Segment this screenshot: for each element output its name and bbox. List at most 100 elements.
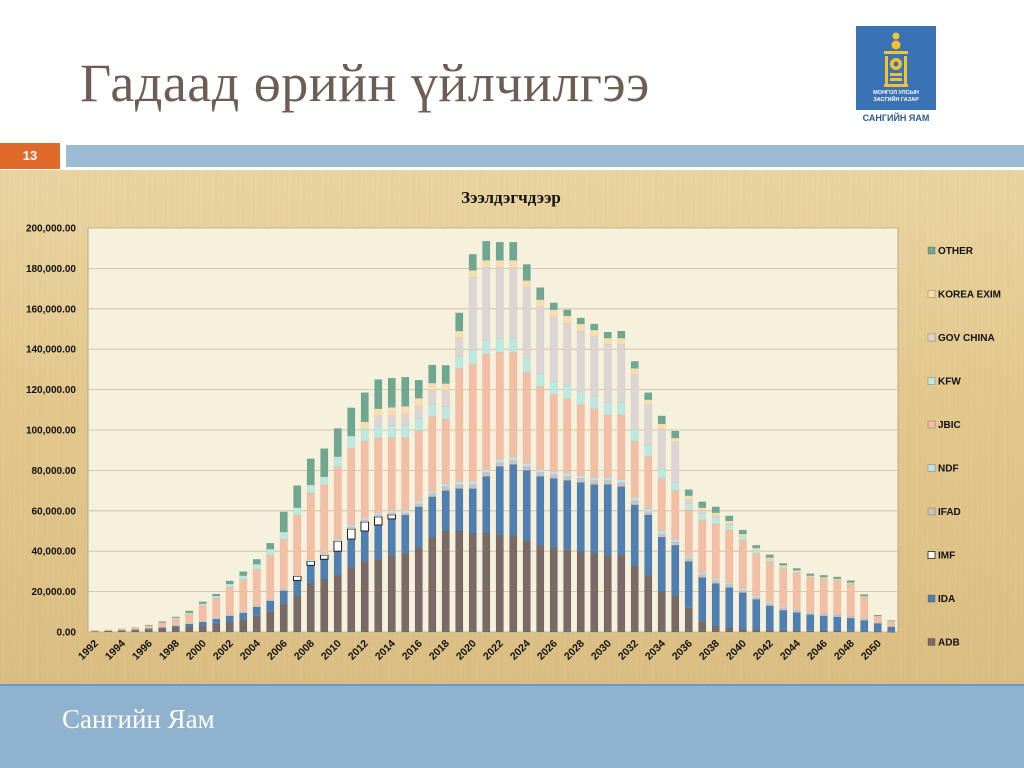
bar-segment-jbic — [482, 354, 491, 470]
bar-segment-adb — [536, 544, 545, 633]
bar-segment-other — [563, 309, 572, 317]
bar-segment-korea-exim — [590, 329, 599, 337]
bar-segment-other — [374, 379, 383, 409]
bar-segment-ndf — [333, 539, 342, 542]
bar-segment-ndf — [644, 508, 653, 513]
bar-segment-jbic — [306, 492, 315, 560]
legend-swatch-other — [927, 246, 936, 255]
bar-segment-ifad — [819, 613, 828, 617]
bar-segment-ndf — [414, 501, 423, 504]
bar-segment-gov-china — [644, 404, 653, 446]
y-tick-label: 120,000.00 — [26, 385, 76, 396]
bar-segment-adb — [509, 534, 518, 633]
footer-divider — [0, 684, 1024, 686]
bar-segment-other — [644, 392, 653, 400]
bar-segment-jbic — [239, 579, 248, 613]
bar-segment-ifad — [401, 512, 410, 516]
x-tick-label: 2028 — [562, 638, 587, 663]
bar-segment-gov-china — [482, 267, 491, 341]
bar-segment-ida — [131, 629, 140, 631]
bar-segment-ida — [212, 618, 221, 625]
bar-segment-adb — [428, 536, 437, 633]
bar-segment-gov-china — [563, 322, 572, 386]
y-tick-label: 0.00 — [57, 628, 77, 639]
bar-segment-ifad — [522, 466, 531, 471]
logo-text-line1: МОНГОЛ УЛСЫН — [873, 90, 919, 96]
bar-segment-jbic — [711, 523, 720, 579]
bar-segment-other — [158, 621, 167, 623]
bar-segment-ida — [239, 612, 248, 621]
bar-segment-other — [630, 361, 639, 369]
bar-segment-gov-china — [576, 330, 585, 392]
legend-label: IDA — [938, 594, 955, 605]
bar-segment-ndf — [347, 524, 356, 528]
bar-segment-adb — [374, 559, 383, 633]
legend-label: JBIC — [938, 420, 961, 431]
bar-segment-ndf — [576, 475, 585, 479]
bar-segment-ifad — [657, 533, 666, 538]
bar-segment-ida — [171, 625, 180, 629]
bar-segment-korea-exim — [671, 437, 680, 443]
bar-segment-jbic — [765, 561, 774, 603]
bar-segment-other — [725, 515, 734, 522]
bar-segment-ida — [374, 524, 383, 560]
bar-segment-ndf — [482, 469, 491, 473]
bar-segment-adb — [320, 579, 329, 633]
bar-segment-jbic — [590, 408, 599, 478]
bar-segment-ida — [671, 544, 680, 596]
bar-segment-jbic — [293, 514, 302, 576]
bar-segment-other — [482, 240, 491, 261]
y-tick-label: 200,000.00 — [26, 224, 76, 235]
bar-segment-imf — [306, 560, 316, 566]
bar-segment-jbic — [819, 578, 828, 614]
bar-segment-korea-exim — [846, 582, 855, 584]
y-tick-label: 80,000.00 — [32, 466, 77, 477]
bar-segment-kfw — [414, 418, 423, 431]
bar-segment-ida — [887, 626, 896, 633]
bar-segment-jbic — [198, 604, 207, 622]
bar-segment-other — [509, 241, 518, 261]
bar-segment-adb — [603, 555, 612, 633]
bar-segment-ifad — [603, 480, 612, 485]
bar-segment-ndf — [522, 463, 531, 467]
bar-segment-kfw — [320, 476, 329, 486]
bar-segment-ida — [819, 615, 828, 632]
bar-segment-korea-exim — [779, 565, 788, 568]
bar-segment-ifad — [752, 597, 761, 600]
footer-bar — [0, 684, 1024, 768]
bar-segment-ifad — [644, 511, 653, 516]
x-tick-label: 2038 — [697, 638, 722, 663]
bar-segment-korea-exim — [792, 570, 801, 573]
bar-segment-kfw — [590, 396, 599, 409]
bar-segment-other — [603, 331, 612, 339]
bar-segment-other — [765, 554, 774, 558]
bar-segment-other — [819, 575, 828, 578]
bar-segment-other — [887, 620, 896, 622]
bar-segment-korea-exim — [644, 399, 653, 405]
bar-segment-adb — [225, 621, 234, 633]
x-tick-label: 1994 — [103, 638, 128, 663]
bar-segment-adb — [725, 627, 734, 633]
soyombo-emblem-icon — [856, 26, 936, 110]
bar-segment-korea-exim — [725, 520, 734, 525]
bar-segment-jbic — [131, 626, 140, 630]
bar-segment-imf — [346, 528, 356, 540]
legend-label: ADB — [938, 638, 960, 649]
legend-swatch-imf — [927, 551, 936, 559]
bar-segment-korea-exim — [428, 382, 437, 391]
bar-segment-ifad — [414, 503, 423, 507]
bar-segment-ida — [846, 617, 855, 632]
bar-segment-adb — [684, 607, 693, 633]
bar-segment-jbic — [644, 456, 653, 509]
bar-segment-ida — [792, 612, 801, 631]
bar-segment-korea-exim — [401, 406, 410, 415]
bar-segment-ida — [630, 504, 639, 566]
bar-segment-ifad — [455, 484, 464, 489]
bar-segment-other — [401, 376, 410, 407]
bar-segment-other — [833, 576, 842, 580]
bar-segment-ndf — [684, 556, 693, 559]
bar-segment-jbic — [252, 569, 261, 606]
bar-segment-ida — [549, 478, 558, 548]
bar-segment-ida — [185, 623, 194, 628]
bar-segment-kfw — [347, 435, 356, 449]
